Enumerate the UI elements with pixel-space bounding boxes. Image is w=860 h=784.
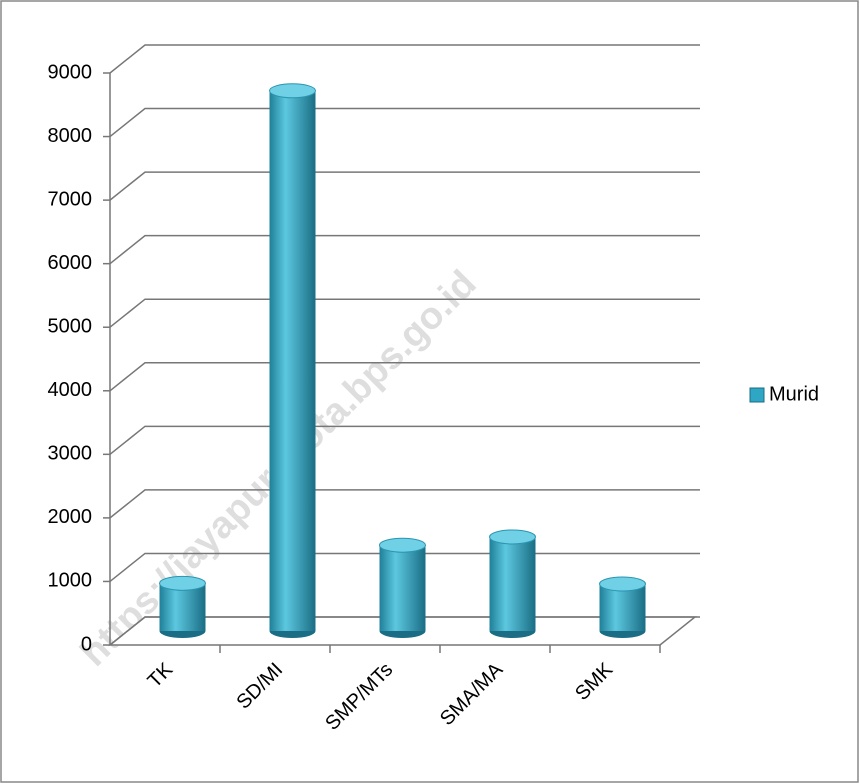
bar-top — [269, 83, 316, 99]
grid-line — [109, 298, 700, 328]
legend-label: Murid — [769, 383, 819, 405]
bar — [379, 545, 426, 631]
grid-line — [109, 489, 700, 519]
bar — [159, 583, 206, 631]
grid-line — [109, 107, 700, 138]
y-tick-label: 2000 — [48, 506, 93, 528]
y-tick-label: 0 — [81, 633, 92, 655]
y-tick-label: 3000 — [48, 443, 93, 465]
y-tick-label: 7000 — [48, 188, 93, 210]
y-tick-label: 1000 — [48, 570, 93, 592]
bar — [269, 90, 316, 632]
legend-swatch — [749, 387, 765, 403]
bar-top — [159, 575, 206, 591]
grid-line — [109, 234, 700, 265]
y-tick-label: 6000 — [48, 252, 93, 274]
grid-line — [109, 425, 700, 455]
y-tick-label: 8000 — [48, 125, 93, 147]
bar — [489, 536, 536, 631]
bar — [599, 583, 646, 631]
bar-top — [599, 576, 646, 592]
grid-line — [109, 362, 700, 392]
bar-top — [379, 537, 426, 553]
grid-line — [109, 171, 700, 201]
bar-top — [489, 529, 536, 545]
grid-line — [109, 44, 700, 74]
y-tick-label: 5000 — [48, 316, 93, 338]
y-tick-label: 4000 — [48, 379, 93, 401]
y-tick-label: 9000 — [48, 61, 93, 83]
